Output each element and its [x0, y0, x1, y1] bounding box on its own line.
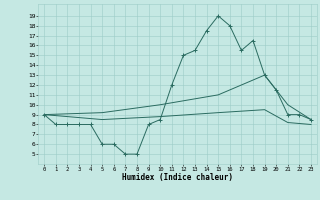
X-axis label: Humidex (Indice chaleur): Humidex (Indice chaleur) — [122, 173, 233, 182]
